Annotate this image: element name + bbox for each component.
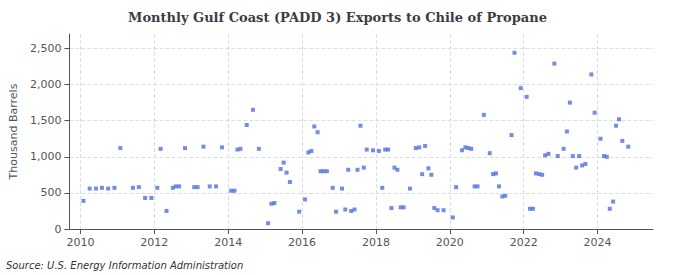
svg-text:2024: 2024 [584, 236, 612, 249]
svg-text:2018: 2018 [362, 236, 390, 249]
svg-text:500: 500 [40, 186, 61, 199]
svg-text:2,500: 2,500 [30, 42, 62, 55]
svg-text:2012: 2012 [140, 236, 168, 249]
svg-text:2022: 2022 [510, 236, 538, 249]
svg-text:2016: 2016 [288, 236, 316, 249]
svg-text:1,000: 1,000 [30, 150, 62, 163]
svg-text:Monthly Gulf Coast (PADD 3) Ex: Monthly Gulf Coast (PADD 3) Exports to C… [128, 10, 547, 25]
svg-text:0: 0 [54, 223, 61, 236]
svg-text:2010: 2010 [66, 236, 94, 249]
svg-text:1,500: 1,500 [30, 114, 62, 127]
svg-text:2014: 2014 [214, 236, 242, 249]
svg-text:Source: U.S. Energy Informatio: Source: U.S. Energy Information Administ… [6, 260, 243, 271]
svg-text:2,000: 2,000 [30, 78, 62, 91]
svg-text:Thousand Barrels: Thousand Barrels [7, 83, 20, 180]
svg-text:2020: 2020 [436, 236, 464, 249]
